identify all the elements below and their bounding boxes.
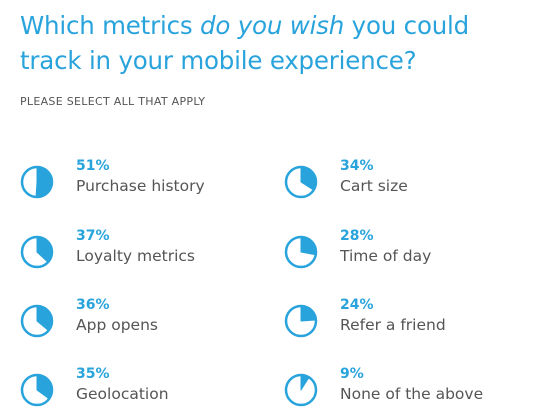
pie-slice (36, 305, 53, 332)
metric-item: 36% App opens (20, 297, 270, 347)
metric-percent: 34% (340, 158, 374, 174)
pie-icon (20, 165, 54, 199)
pie-icon (20, 235, 54, 269)
pie-slice (300, 305, 317, 322)
pie-icon (20, 304, 54, 338)
pie-icon (20, 373, 54, 407)
pie-icon (284, 235, 318, 269)
metric-label: Time of day (340, 247, 432, 265)
pie-slice (300, 374, 310, 391)
metric-label: Cart size (340, 177, 408, 195)
pie-slice (300, 166, 317, 191)
metric-percent: 37% (76, 228, 110, 244)
metric-label: App opens (76, 316, 158, 334)
metric-percent: 9% (340, 366, 364, 382)
pie-icon (284, 373, 318, 407)
metric-item: 34% Cart size (284, 158, 534, 208)
subtitle: PLEASE SELECT ALL THAT APPLY (20, 95, 206, 108)
metric-item: 51% Purchase history (20, 158, 270, 208)
page-title: Which metrics do you wish you could trac… (20, 8, 535, 78)
pie-slice (36, 236, 53, 263)
metric-item: 37% Loyalty metrics (20, 228, 270, 278)
metric-item: 28% Time of day (284, 228, 534, 278)
metric-item: 24% Refer a friend (284, 297, 534, 347)
metric-item: 9% None of the above (284, 366, 534, 416)
metric-label: Refer a friend (340, 316, 446, 334)
pie-slice (36, 374, 53, 400)
metric-label: None of the above (340, 385, 484, 403)
metric-label: Loyalty metrics (76, 247, 195, 265)
metric-percent: 28% (340, 228, 374, 244)
metric-percent: 36% (76, 297, 110, 313)
title-part-2: you could track in your mobile experienc… (20, 11, 470, 75)
pie-icon (284, 165, 318, 199)
pie-icon (284, 304, 318, 338)
metric-label: Geolocation (76, 385, 169, 403)
title-part-1: Which metrics (20, 11, 200, 40)
metric-percent: 51% (76, 158, 110, 174)
metric-percent: 24% (340, 297, 374, 313)
pie-slice (35, 166, 53, 198)
pie-slice (300, 236, 317, 256)
metric-percent: 35% (76, 366, 110, 382)
metric-item: 35% Geolocation (20, 366, 270, 416)
title-emphasis: do you wish (200, 11, 345, 40)
metric-label: Purchase history (76, 177, 205, 195)
